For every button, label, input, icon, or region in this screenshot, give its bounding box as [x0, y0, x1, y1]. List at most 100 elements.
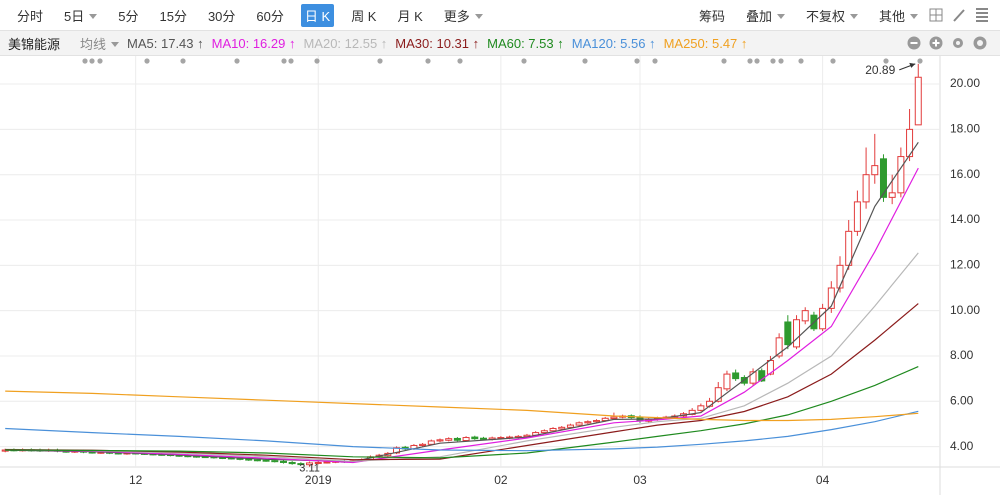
period-tab[interactable]: 分时	[17, 8, 44, 24]
event-dot	[582, 58, 588, 64]
event-dot	[721, 58, 727, 64]
event-dot	[97, 58, 103, 64]
candle-body	[479, 437, 487, 440]
tool-button[interactable]: 叠加	[742, 4, 789, 27]
event-dot	[281, 58, 287, 64]
period-tab[interactable]: 周 K	[351, 8, 377, 24]
event-dot	[457, 58, 463, 64]
y-tick-label: 8.00	[950, 348, 974, 362]
period-tab[interactable]: 更多	[440, 4, 487, 27]
stock-name: 美锦能源	[8, 36, 61, 52]
panel-icons[interactable]	[904, 33, 994, 53]
period-tab[interactable]: 15分	[159, 8, 187, 24]
ma-line	[5, 366, 919, 459]
candle-body	[801, 310, 809, 322]
legend-entry: MA5: 17.43 ↑	[127, 35, 204, 51]
y-tick-label: 6.00	[950, 393, 974, 407]
candle-body	[262, 459, 270, 462]
candle-body	[288, 461, 296, 465]
candle-body	[253, 459, 261, 462]
candle-body	[462, 437, 470, 441]
period-tab[interactable]: 30分	[207, 8, 236, 24]
candle-body	[697, 405, 705, 411]
event-dot	[652, 58, 658, 64]
candle-body	[245, 458, 253, 461]
event-dot	[425, 58, 431, 64]
candle-body	[723, 373, 731, 390]
y-tick-label: 20.00	[950, 76, 980, 90]
candle-body	[419, 443, 427, 446]
candle-body	[453, 437, 461, 441]
event-dot	[917, 58, 923, 64]
y-tick-label: 18.00	[950, 122, 980, 136]
ma-line	[5, 167, 919, 464]
event-dot	[377, 58, 383, 64]
candle-body	[549, 427, 557, 432]
period-tabs: 分时 5日 5分 15分 30分 60分日 K 周 K 月 K 更多	[0, 3, 487, 27]
event-dot	[883, 58, 889, 64]
candle-body	[279, 460, 287, 463]
candle-body	[836, 264, 844, 289]
ma-line	[5, 410, 919, 452]
candle-body	[427, 440, 435, 445]
candle-body	[610, 416, 618, 420]
candle-body	[749, 371, 757, 384]
candle-body	[879, 158, 887, 198]
tool-button[interactable]: 筹码	[698, 8, 725, 24]
candle-body	[819, 307, 827, 330]
period-tab[interactable]: 日 K	[300, 3, 335, 27]
legend-entry: MA120: 5.56 ↑	[571, 35, 656, 51]
candle-body	[575, 422, 583, 426]
legend-entry: MA10: 16.29 ↑	[211, 35, 296, 51]
period-tab[interactable]: 月 K	[397, 8, 423, 24]
event-dot	[288, 58, 294, 64]
candle-body	[914, 76, 922, 126]
legend-entry: MA250: 5.47 ↑	[663, 35, 748, 51]
y-tick-label: 10.00	[950, 303, 980, 317]
candle-body	[732, 372, 740, 380]
event-dot	[234, 58, 240, 64]
x-tick-label: 02	[494, 473, 508, 487]
x-tick-label: 2019	[305, 473, 332, 487]
event-dot	[830, 58, 836, 64]
candle-body	[314, 461, 322, 464]
candle-body	[871, 165, 879, 176]
candle-body	[558, 426, 566, 430]
candle-body	[436, 439, 444, 442]
tool-icons[interactable]	[922, 5, 992, 25]
candle-body	[775, 337, 783, 357]
event-dot	[798, 58, 804, 64]
candle-body	[862, 174, 870, 203]
ma-line	[5, 252, 919, 462]
max-arrow-head	[909, 62, 916, 68]
ma-line	[5, 303, 919, 461]
candle-body	[540, 430, 548, 434]
candle-body	[793, 319, 801, 348]
tool-button[interactable]: 其他	[875, 4, 922, 27]
event-dot	[144, 58, 150, 64]
ma-line	[5, 390, 919, 422]
period-tab[interactable]: 5日	[60, 4, 101, 27]
event-dot	[314, 58, 320, 64]
event-dot	[778, 58, 784, 64]
event-dot	[747, 58, 753, 64]
legend-bar: 美锦能源 均线 MA5: 17.43 ↑ MA10: 16.29 ↑ MA20: 1…	[0, 31, 1000, 56]
period-tab[interactable]: 60分	[256, 8, 284, 24]
period-tab[interactable]: 5分	[118, 8, 139, 24]
event-dot	[82, 58, 88, 64]
candle-body	[471, 436, 479, 440]
tool-button[interactable]: 不复权	[802, 4, 862, 27]
legend-entry: MA20: 12.55 ↑	[303, 35, 388, 51]
candle-body	[566, 424, 574, 428]
candle-body	[853, 201, 861, 232]
legend-entry: MA30: 10.31 ↑	[395, 35, 480, 51]
y-tick-label: 4.00	[950, 439, 974, 453]
toolbar: 分时 5日 5分 15分 30分 60分日 K 周 K 月 K 更多 筹码 叠加 不复权 其他	[0, 0, 1000, 31]
ma-selector[interactable]: 均线	[80, 34, 119, 53]
tools: 筹码 叠加 不复权 其他	[682, 4, 1000, 27]
candle-body	[271, 460, 279, 463]
event-dot	[634, 58, 640, 64]
candle-body	[601, 417, 609, 422]
